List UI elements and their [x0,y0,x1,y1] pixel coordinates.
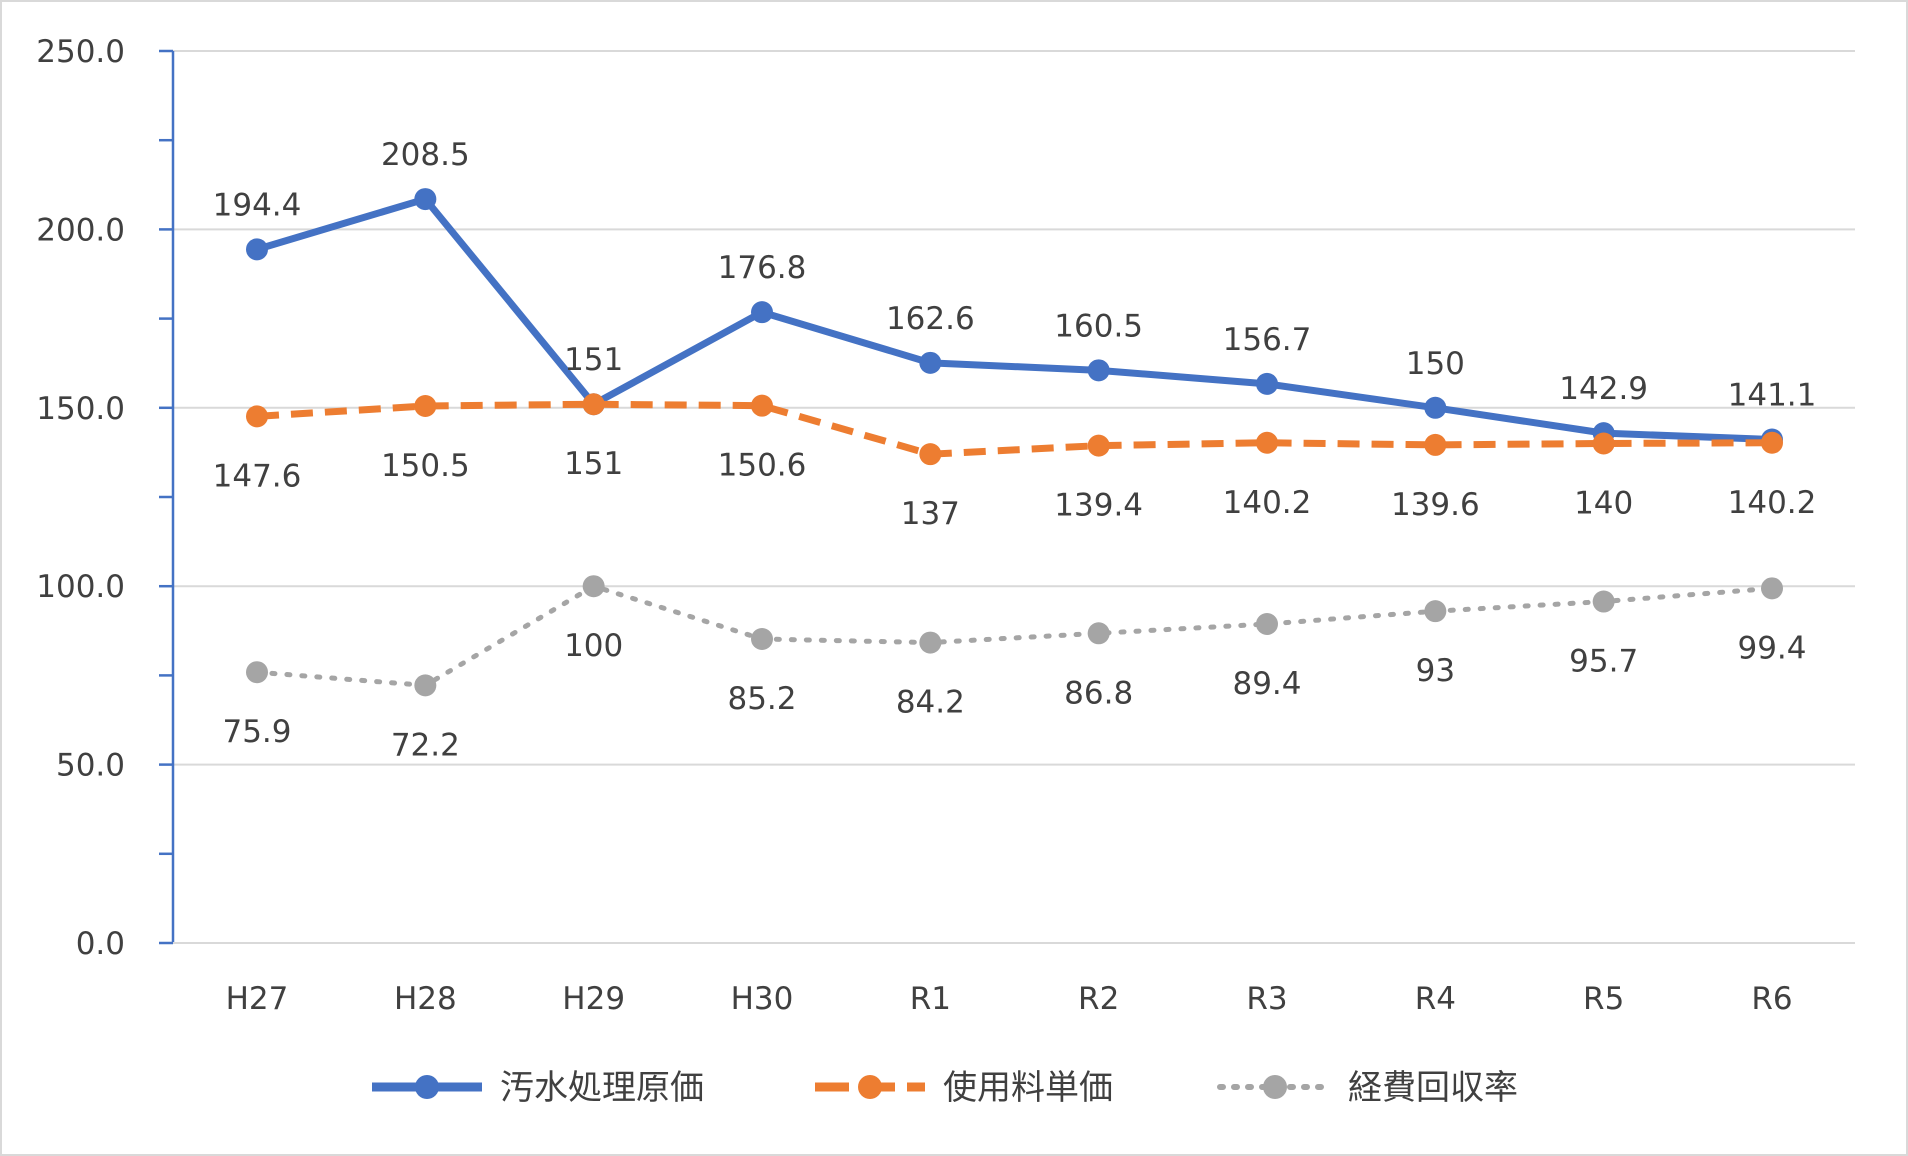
y-tick-label: 200.0 [36,212,125,248]
legend-label: 経費回収率 [1348,1068,1518,1108]
series-line-1 [255,195,1773,444]
data-point [1424,433,1447,456]
legend-label: 汚水処理原価 [500,1068,704,1108]
y-tick-label: 250.0 [36,34,125,70]
data-point [1087,434,1110,457]
data-point [414,674,437,697]
data-label: 89.4 [1232,666,1301,702]
data-label: 150.5 [381,448,470,484]
data-label: 140 [1574,485,1633,521]
data-point [414,188,437,211]
legend-marker [1263,1075,1287,1099]
data-label: 150.6 [718,448,807,484]
data-point [919,443,942,466]
data-label: 85.2 [727,681,796,717]
data-label: 139.6 [1391,487,1480,523]
data-label: 100 [564,628,623,664]
data-label: 160.5 [1054,308,1143,344]
data-point [1256,431,1278,454]
x-tick-label: R5 [1583,981,1624,1017]
data-point [1087,622,1110,645]
legend-label: 使用料単価 [943,1068,1113,1108]
x-tick-label: R4 [1415,981,1456,1017]
data-point [1087,359,1110,382]
data-label: 141.1 [1728,378,1817,414]
data-point [1424,396,1447,419]
legend-marker [415,1075,439,1099]
data-label: 95.7 [1569,644,1638,680]
data-label: 140.2 [1728,485,1817,521]
data-point [1424,600,1447,623]
x-tick-label: H30 [731,981,794,1017]
x-tick-label: H28 [394,981,457,1017]
data-point [751,394,773,417]
x-tick-label: R6 [1751,981,1792,1017]
y-tick-label: 50.0 [56,748,125,784]
data-point [582,575,605,598]
x-tick-label: H29 [562,981,625,1017]
data-point [919,351,942,374]
y-tick-label: 100.0 [36,569,125,605]
data-point [246,238,268,261]
data-label: 156.7 [1223,322,1312,358]
data-point [582,393,605,416]
data-label: 162.6 [886,301,975,337]
series-line-2 [256,400,1773,458]
data-point [1761,431,1783,454]
data-label: 176.8 [718,250,807,286]
data-label: 142.9 [1559,371,1648,407]
data-point [919,631,942,654]
data-label: 99.4 [1737,630,1806,666]
data-label: 147.6 [213,458,302,494]
data-point [751,301,773,324]
data-point [751,628,773,651]
data-point [1256,372,1278,395]
data-label: 150 [1406,346,1465,382]
data-point [1592,590,1615,613]
data-label: 86.8 [1064,675,1133,711]
data-label: 137 [901,496,960,532]
data-label: 84.2 [896,685,965,721]
data-point [1761,577,1783,600]
data-label: 140.2 [1223,485,1312,521]
y-tick-label: 0.0 [76,926,125,962]
x-tick-label: R3 [1246,981,1287,1017]
data-point [414,395,437,418]
data-point [1592,432,1615,455]
data-label: 151 [564,446,623,482]
data-point [1256,613,1278,636]
data-label: 93 [1416,653,1455,689]
data-label: 194.4 [213,187,302,223]
series-line-3 [254,583,1775,688]
x-tick-label: R2 [1078,981,1119,1017]
data-label: 139.4 [1054,488,1143,524]
x-tick-label: R1 [910,981,951,1017]
x-tick-label: H27 [226,981,289,1017]
data-label: 151 [564,342,623,378]
y-tick-label: 150.0 [36,391,125,427]
data-point [246,661,268,684]
data-label: 75.9 [222,714,291,750]
data-point [246,405,268,428]
data-label: 72.2 [391,727,460,763]
legend-marker [858,1075,882,1099]
data-label: 208.5 [381,137,470,173]
